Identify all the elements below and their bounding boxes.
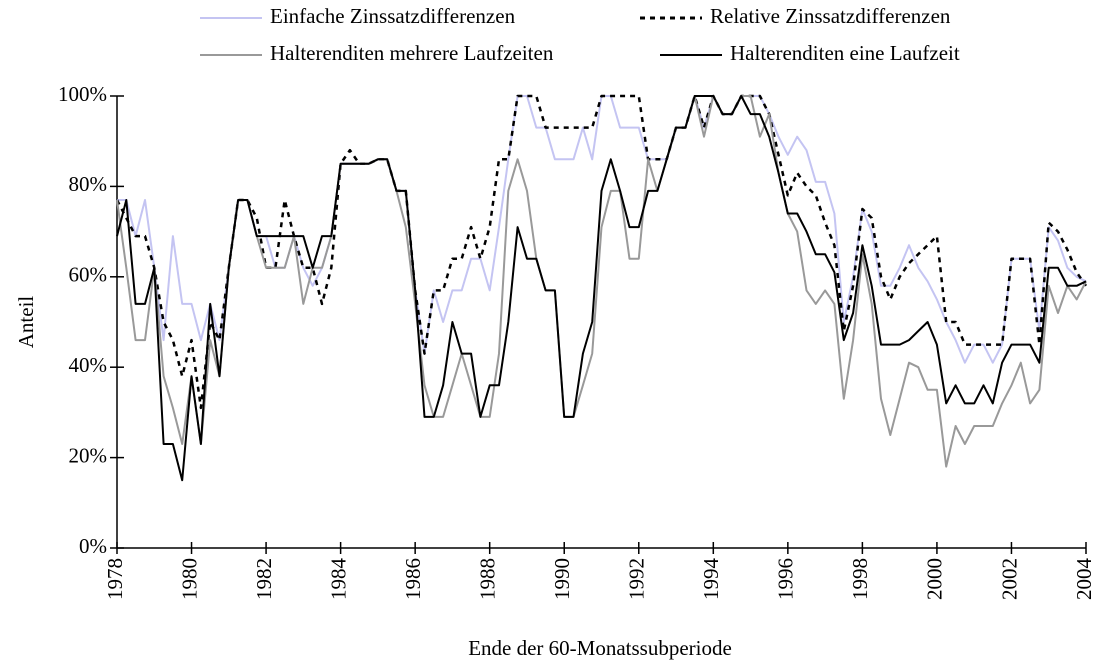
x-tick-label: 2000 xyxy=(923,558,947,600)
legend-label: Halterenditen eine Laufzeit xyxy=(730,41,960,65)
series-line xyxy=(116,95,1087,468)
legend-label: Einfache Zinssatzdifferenzen xyxy=(270,4,516,28)
series-line xyxy=(116,95,1087,482)
x-tick-label: 1998 xyxy=(848,558,872,600)
y-tick-label: 60% xyxy=(69,263,108,287)
x-tick-label: 1990 xyxy=(550,558,574,600)
x-tick-label: 1992 xyxy=(625,558,649,600)
x-tick-label: 1994 xyxy=(699,558,723,601)
x-tick-label: 2004 xyxy=(1072,558,1096,601)
series-line xyxy=(115,94,1088,410)
y-tick-label: 100% xyxy=(58,82,107,106)
legend-label: Relative Zinssatzdifferenzen xyxy=(710,4,951,28)
y-tick-label: 40% xyxy=(69,353,108,377)
x-axis-label: Ende der 60-Monatssubperiode xyxy=(468,636,732,660)
x-tick-label: 1982 xyxy=(252,558,276,600)
legend-label: Halterenditen mehrere Laufzeiten xyxy=(270,41,554,65)
x-tick-label: 1986 xyxy=(401,558,425,600)
y-tick-label: 80% xyxy=(69,172,108,196)
x-tick-label: 1984 xyxy=(326,558,350,601)
y-axis-label: Anteil xyxy=(14,296,38,349)
y-tick-label: 0% xyxy=(79,534,107,558)
x-tick-label: 1978 xyxy=(103,558,127,600)
x-tick-label: 1988 xyxy=(476,558,500,600)
x-tick-label: 1996 xyxy=(774,558,798,600)
x-tick-label: 2002 xyxy=(997,558,1021,600)
x-tick-label: 1980 xyxy=(177,558,201,600)
y-tick-label: 20% xyxy=(69,443,108,467)
